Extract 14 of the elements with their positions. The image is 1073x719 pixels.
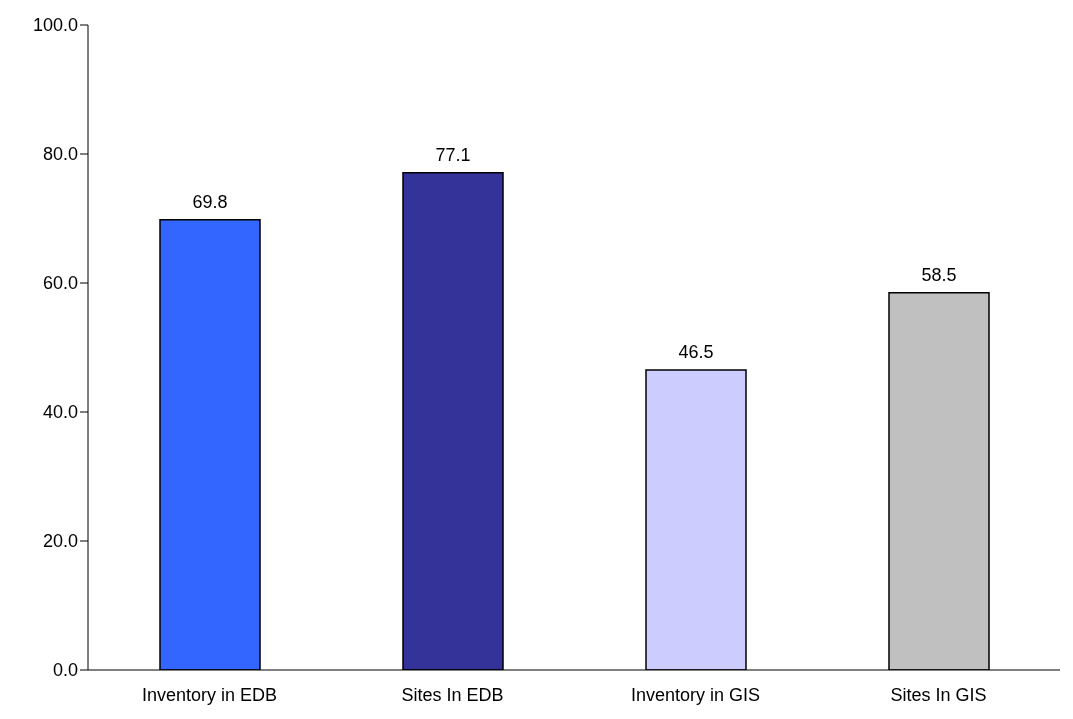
x-tick-label: Inventory in GIS (630, 684, 761, 705)
y-tick-label: 80.0 (42, 144, 78, 165)
y-tick-label: 20.0 (42, 531, 78, 552)
y-tick-label: 0.0 (52, 660, 78, 681)
data-label: 46.5 (678, 342, 714, 363)
x-tick-label: Inventory in EDB (141, 684, 278, 705)
x-tick-label: Sites In EDB (401, 684, 504, 705)
y-tick-label: 40.0 (42, 402, 78, 423)
data-label: 77.1 (435, 144, 471, 165)
x-tick-label: Sites In GIS (890, 684, 987, 705)
y-tick-label: 60.0 (42, 273, 78, 294)
data-label: 58.5 (921, 264, 957, 285)
data-label: 69.8 (192, 191, 228, 212)
y-tick-label: 100.0 (32, 15, 78, 36)
